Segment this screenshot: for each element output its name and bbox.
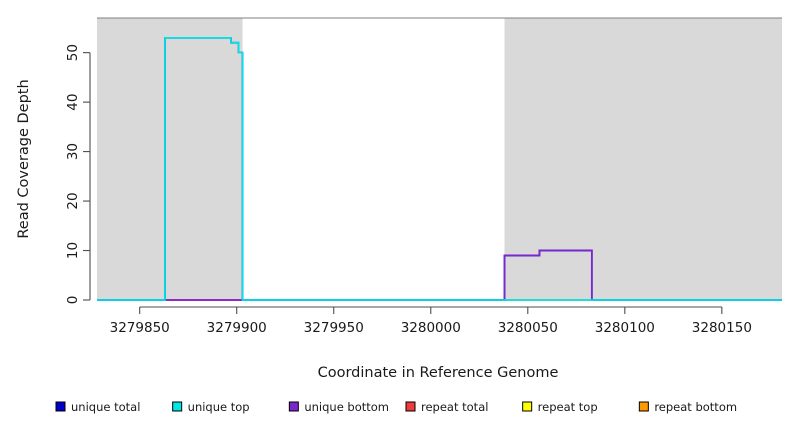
legend-swatch-unique-bottom[interactable] [288, 401, 299, 412]
series-unique-top [97, 36, 782, 301]
legend-label-unique-total: unique total [71, 400, 140, 414]
legend-swatch-unique-top[interactable] [172, 401, 183, 412]
x-tick-group: 3279850 3279900 3279950 3280000 3280050 32801… [110, 307, 752, 336]
x-tick-label: 3280050 [498, 320, 558, 336]
y-tick-label: 30 [65, 143, 81, 160]
y-tick-label: 0 [65, 296, 81, 305]
legend-swatch-unique-total[interactable] [55, 401, 66, 412]
x-tick-label: 3280100 [595, 320, 655, 336]
legend-label-repeat-bottom: repeat bottom [654, 400, 737, 414]
y-tick-group: 0 10 20 30 40 50 [65, 44, 90, 304]
x-axis: 3279850 3279900 3279950 3280000 3280050 32801… [110, 306, 752, 381]
legend-label-unique-bottom: unique bottom [304, 400, 389, 414]
legend-swatch-repeat-total[interactable] [405, 401, 416, 412]
y-axis-title: Read Coverage Depth [16, 79, 32, 238]
y-tick-label: 20 [65, 192, 81, 209]
shaded-region-left [97, 18, 243, 300]
legend-label-repeat-total: repeat total [421, 400, 488, 414]
shaded-region-right [504, 18, 782, 300]
y-axis: 0 10 20 30 40 50 Read Coverage Depth [16, 44, 91, 304]
y-tick-label: 50 [65, 44, 81, 61]
x-tick-label: 3279850 [110, 320, 170, 336]
shaded-regions [97, 18, 782, 300]
y-tick-label: 40 [65, 94, 81, 111]
series-group [97, 36, 782, 301]
legend-label-repeat-top: repeat top [538, 400, 598, 414]
x-tick-label: 3280000 [401, 320, 461, 336]
legend-swatch-repeat-top[interactable] [522, 401, 533, 412]
x-tick-label: 3279950 [304, 320, 364, 336]
x-tick-label: 3279900 [207, 320, 267, 336]
x-axis-title: Coordinate in Reference Genome [318, 365, 559, 381]
legend-label-unique-top: unique top [188, 400, 250, 414]
legend-swatch-repeat-bottom[interactable] [638, 401, 649, 412]
x-tick-label: 3280150 [692, 320, 752, 336]
chart-legend: unique total unique top unique bottom repea… [55, 400, 737, 414]
y-tick-label: 10 [65, 242, 81, 259]
series-unique-bottom [97, 249, 782, 301]
